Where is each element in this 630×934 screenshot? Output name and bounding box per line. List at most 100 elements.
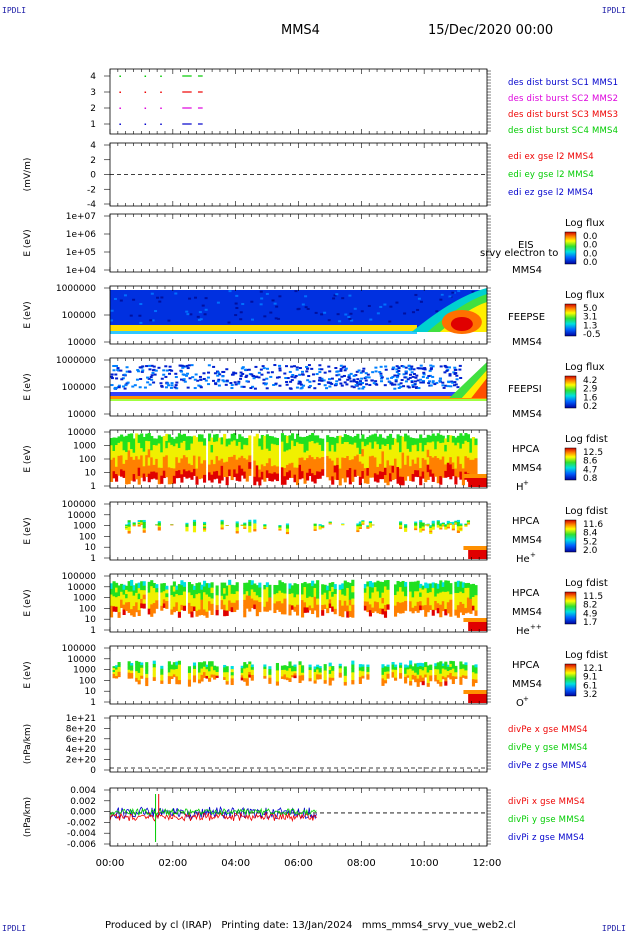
hpca-cell xyxy=(449,524,453,525)
hpca-cell xyxy=(343,590,347,597)
feepsi-cell xyxy=(422,373,426,376)
hpca-cell xyxy=(366,671,370,675)
hpca-cell xyxy=(245,459,249,468)
hpca-cell xyxy=(265,434,269,442)
hpca-cell xyxy=(439,665,443,670)
hpca-cell xyxy=(454,665,458,669)
hpca-cell xyxy=(471,675,476,680)
hpca-cell xyxy=(351,451,355,460)
hpca-cell xyxy=(172,453,176,462)
hpca-cell xyxy=(240,436,244,444)
feepsi-cell xyxy=(415,374,419,377)
hpca-cell xyxy=(441,671,445,675)
corner-label-bottom-left: IPDLI xyxy=(2,924,27,933)
hpca-cell xyxy=(416,586,420,592)
hpca-cell xyxy=(368,470,372,478)
hpca-cell xyxy=(225,675,229,679)
hpca-cell xyxy=(474,605,478,611)
feepsi-cell xyxy=(241,372,245,375)
hpca-cell xyxy=(210,666,214,670)
hpca-cell xyxy=(321,525,325,526)
feepsi-cell xyxy=(230,384,234,387)
hpca-cell xyxy=(145,440,149,449)
hpca-cell xyxy=(132,522,136,524)
hpca-cell xyxy=(381,458,385,466)
hpca-cell xyxy=(404,472,408,481)
hpca-cell xyxy=(411,445,415,453)
y-tick-label: 100000 xyxy=(62,500,97,510)
hpca-cell xyxy=(449,669,453,674)
hpca-cell xyxy=(459,448,463,457)
colorbar-tick-label: 12.5 xyxy=(583,448,603,458)
hpca-cell xyxy=(240,675,244,679)
feepsi-cell xyxy=(245,380,249,383)
hpca-cell xyxy=(353,442,357,450)
burst-mark xyxy=(119,107,121,109)
hpca-cell xyxy=(288,442,292,450)
hpca-cell xyxy=(328,523,332,525)
hpca-cell xyxy=(180,590,184,596)
hpca-cell xyxy=(308,441,312,449)
feepsi-cell xyxy=(185,364,189,367)
burst-mark xyxy=(160,91,162,93)
hpca-cell xyxy=(190,600,194,607)
feepsi-cell xyxy=(352,378,356,381)
hpca-cell xyxy=(137,669,141,674)
hpca-cell xyxy=(444,438,448,446)
feepsi-cell xyxy=(318,364,322,367)
hpca-cell xyxy=(351,437,355,445)
hpca-cell xyxy=(326,585,330,591)
y-tick-label: 10000 xyxy=(67,410,96,420)
hpca-cell xyxy=(449,610,453,617)
feepsi-cell xyxy=(157,366,161,369)
burst-mark xyxy=(144,123,147,125)
hpca-cell xyxy=(238,457,242,466)
hpca-cell xyxy=(361,521,365,523)
feepsi-cell xyxy=(458,364,462,367)
hpca-cell xyxy=(343,450,347,459)
hpca-cell xyxy=(132,595,136,602)
hpca-cell xyxy=(356,527,360,530)
hpca-cell xyxy=(258,461,262,470)
hpca-cell xyxy=(202,526,207,529)
feepsi-cell xyxy=(117,386,121,389)
hpca-cell xyxy=(441,524,445,526)
hpca-cell xyxy=(368,604,372,611)
hpca-cell xyxy=(321,438,325,446)
hpca-cell xyxy=(351,466,355,475)
hpca-cell xyxy=(190,472,194,480)
feepsi-cell xyxy=(146,381,150,384)
hpca-cell xyxy=(406,455,410,463)
hpca-cell xyxy=(152,608,156,614)
spacecraft-title: MMS4 xyxy=(281,23,320,38)
hpca-cell xyxy=(383,666,388,670)
hpca-cell xyxy=(185,471,189,479)
colorbar-title: Log fdist xyxy=(565,506,608,517)
hpca-cell xyxy=(298,450,302,459)
y-tick-label: 10000 xyxy=(67,655,96,665)
hpca-cell xyxy=(205,583,209,590)
hpca-cell xyxy=(466,523,471,525)
hpca-cell xyxy=(233,598,237,604)
hpca-cell xyxy=(313,672,317,676)
hpca-cell xyxy=(308,587,312,593)
hpca-cell xyxy=(208,661,212,666)
hpca-cell xyxy=(454,522,458,524)
hpca-cell xyxy=(258,477,262,486)
feepsi-cell xyxy=(445,366,449,369)
hpca-cell xyxy=(202,523,207,526)
hpca-cell xyxy=(338,610,342,617)
hpca-cell xyxy=(132,522,136,524)
hpca-cell xyxy=(328,451,332,459)
hpca-cell xyxy=(140,590,144,595)
hpca-cell xyxy=(293,671,297,674)
hpca-cell xyxy=(424,605,428,612)
hpca-cell xyxy=(411,452,415,460)
feepsi-cell xyxy=(444,384,448,387)
hpca-cell xyxy=(446,668,450,672)
hpca-cell xyxy=(348,605,352,612)
hpca-cell xyxy=(202,521,207,524)
hpca-cell xyxy=(451,664,455,670)
hpca-cell xyxy=(127,607,131,613)
hpca-cell xyxy=(248,435,252,443)
